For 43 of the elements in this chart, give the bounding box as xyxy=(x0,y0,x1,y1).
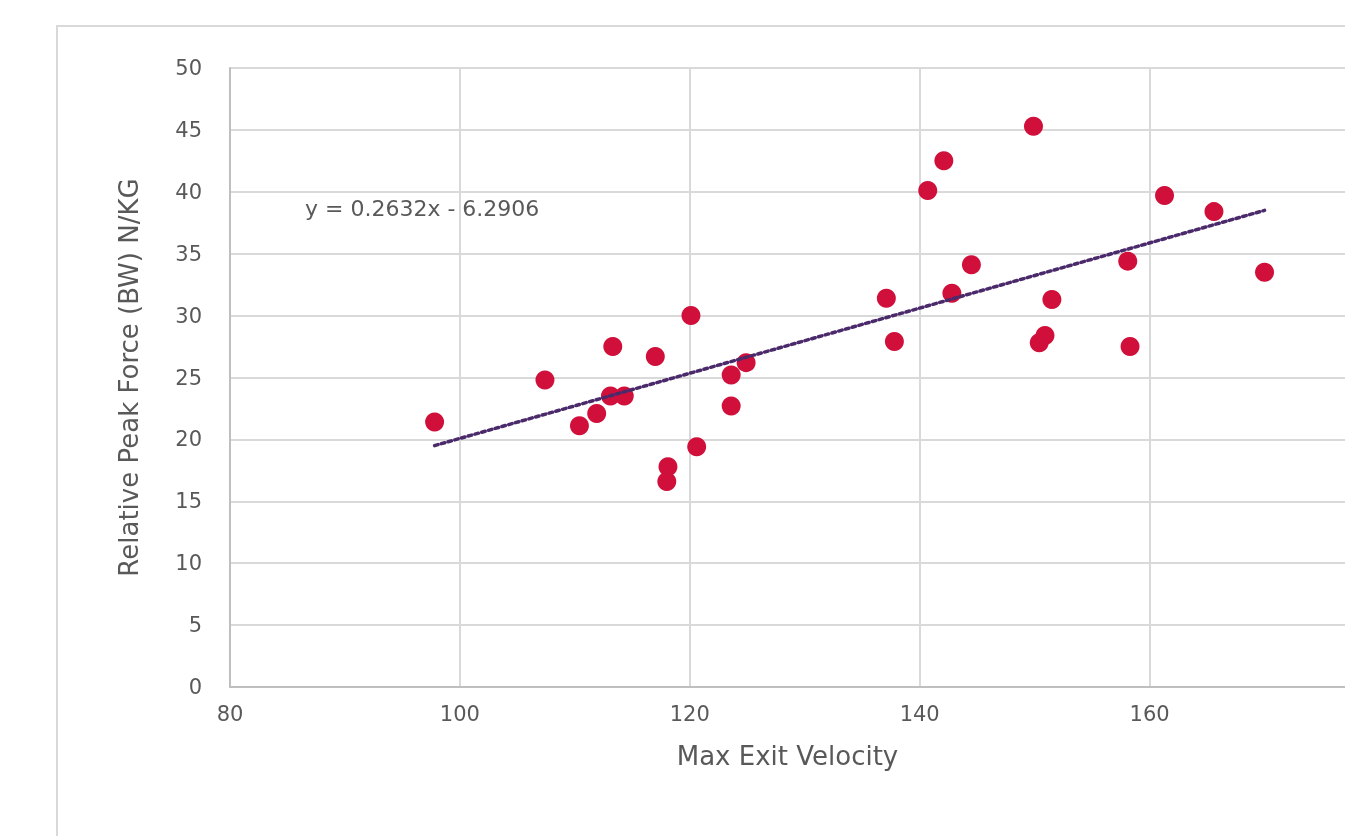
y-tick-label: 30 xyxy=(175,303,202,328)
point xyxy=(1118,251,1138,271)
annotation: y = 0.2632x - 6.2906 xyxy=(305,195,540,221)
y-tick-label: 25 xyxy=(175,365,202,390)
point xyxy=(1204,202,1224,222)
y-tick-label: 35 xyxy=(175,241,202,266)
y-tick-label: 0 xyxy=(188,675,202,699)
point xyxy=(876,288,896,308)
point xyxy=(1035,325,1055,345)
y-tick-label: 50 xyxy=(175,56,202,80)
x-tick-label: 120 xyxy=(669,701,710,726)
point xyxy=(587,403,607,423)
point xyxy=(657,472,677,491)
y-tick-label: 20 xyxy=(175,427,202,452)
point xyxy=(681,306,701,326)
y-axis-title: Relative Peak Force (BW) N/KG xyxy=(114,178,144,577)
y-tick-label: 10 xyxy=(175,551,202,576)
point xyxy=(918,181,938,201)
y-tick-label: 15 xyxy=(175,489,202,514)
point xyxy=(603,337,623,357)
point xyxy=(721,365,741,385)
point xyxy=(934,151,954,171)
point xyxy=(645,346,665,366)
point xyxy=(884,332,904,352)
point xyxy=(1120,337,1140,357)
point xyxy=(1255,262,1275,282)
point xyxy=(1042,290,1062,309)
point xyxy=(1155,186,1175,206)
point xyxy=(535,370,555,390)
point xyxy=(961,255,981,275)
x-tick-label: 140 xyxy=(899,701,940,726)
point xyxy=(687,437,707,457)
point xyxy=(425,412,445,432)
point xyxy=(721,396,741,416)
point xyxy=(1024,116,1043,136)
y-tick-label: 40 xyxy=(175,179,202,204)
x-tick-label: 100 xyxy=(439,701,480,726)
point xyxy=(569,416,589,436)
x-tick-label: 160 xyxy=(1129,701,1170,726)
y-tick-label: 5 xyxy=(188,613,202,638)
x-tick-label: 80 xyxy=(216,701,244,726)
x-axis-title: Max Exit Velocity xyxy=(676,741,899,771)
y-tick-label: 45 xyxy=(175,117,202,142)
